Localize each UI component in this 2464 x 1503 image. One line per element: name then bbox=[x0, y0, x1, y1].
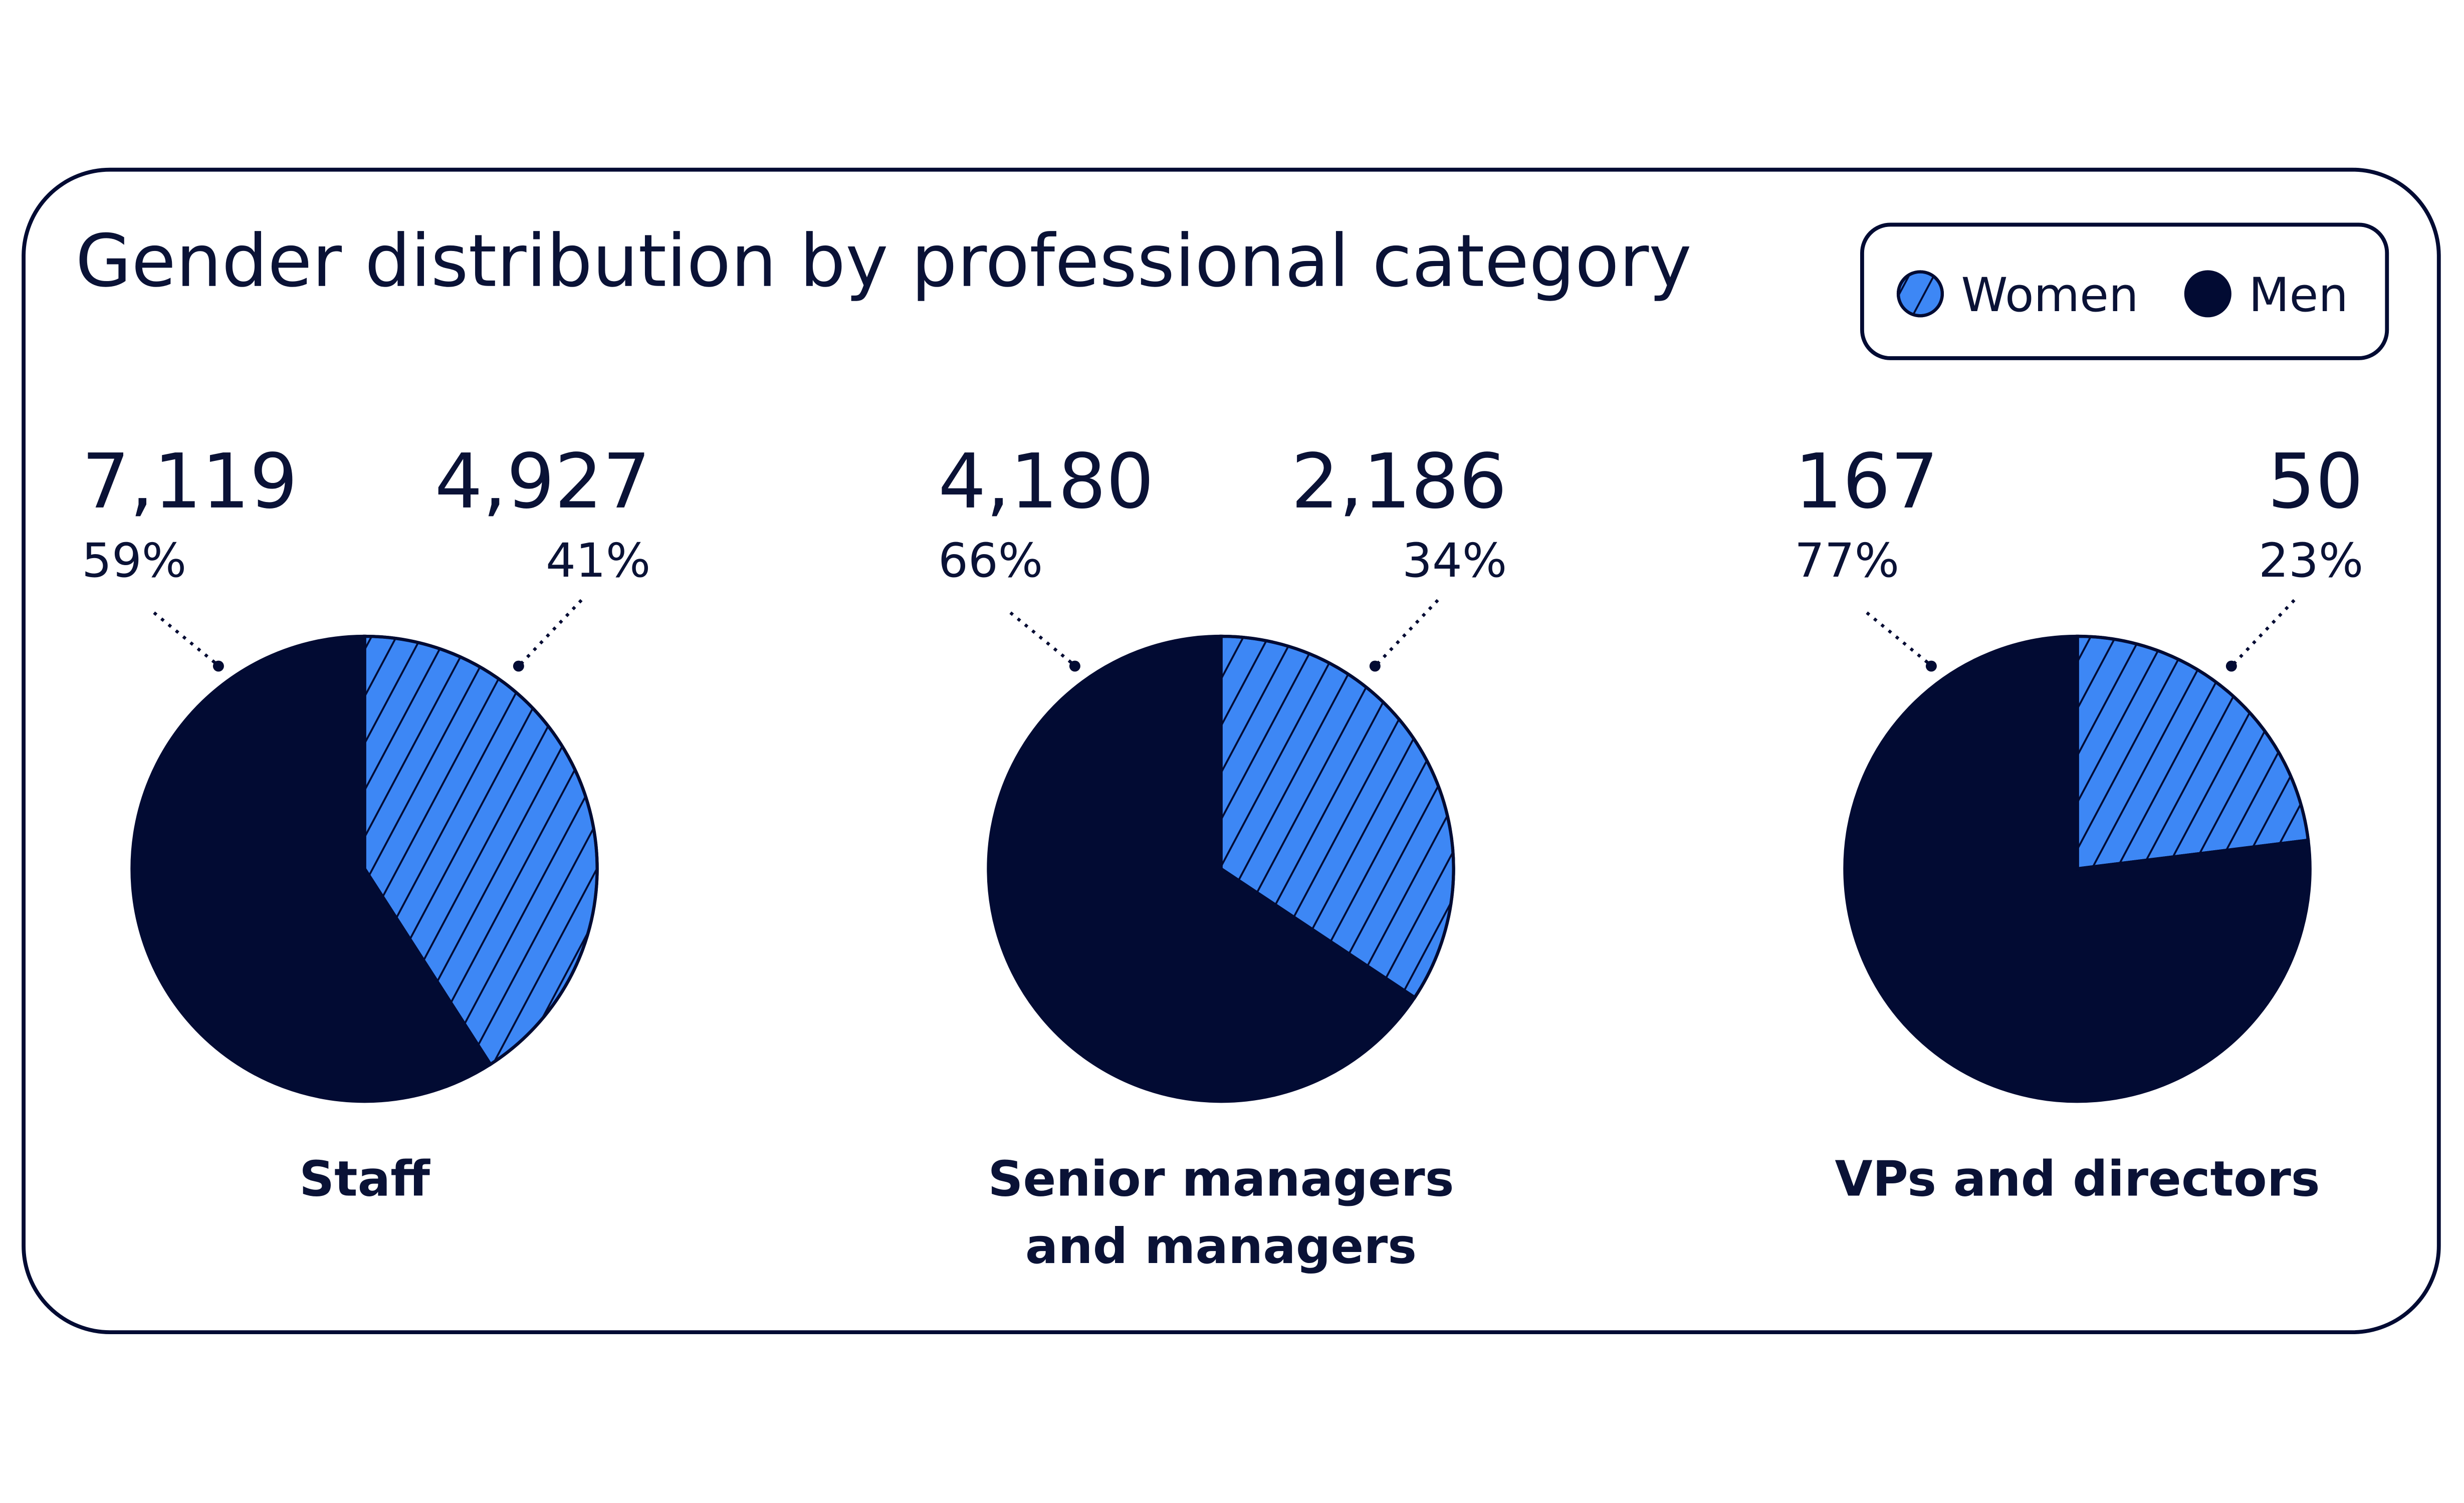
pie-slice bbox=[1843, 634, 2312, 1103]
category-label: Senior managers and managers bbox=[988, 1151, 1454, 1276]
leader-line bbox=[2233, 599, 2296, 664]
legend-swatch bbox=[2184, 270, 2231, 318]
value-label: 7,119 bbox=[82, 438, 298, 526]
card-border bbox=[22, 167, 2441, 1335]
value-label: 4,927 bbox=[434, 438, 650, 526]
pie-slice bbox=[987, 634, 1417, 1103]
leader-line bbox=[1377, 599, 1439, 664]
pie-slice-hatch bbox=[2076, 634, 2310, 871]
leader-dot bbox=[1925, 660, 1937, 672]
category-label: Staff bbox=[299, 1151, 430, 1208]
category-label-box: VPs and directors bbox=[1835, 1151, 2320, 1208]
value-label: 2,186 bbox=[1291, 438, 1507, 526]
category-label: VPs and directors bbox=[1835, 1151, 2320, 1208]
percent-label: 77% bbox=[1795, 534, 1899, 588]
percent-label: 34% bbox=[1402, 534, 1507, 588]
value-label: 167 bbox=[1795, 438, 1938, 526]
leader-dot bbox=[2225, 660, 2237, 672]
legend-box bbox=[1860, 222, 2389, 360]
percent-label: 23% bbox=[2259, 534, 2363, 588]
value-label: 50 bbox=[2268, 438, 2364, 526]
leader-dot bbox=[212, 660, 224, 672]
leader-line bbox=[153, 611, 216, 664]
value-label: 4,180 bbox=[938, 438, 1154, 526]
leader-dot bbox=[1369, 660, 1381, 672]
category-label-box: Senior managers and managers bbox=[988, 1151, 1454, 1276]
legend-label: Men bbox=[2249, 268, 2348, 323]
pie-slice bbox=[130, 634, 493, 1103]
category-label-box: Staff bbox=[299, 1151, 430, 1208]
percent-label: 59% bbox=[82, 534, 186, 588]
legend-label: Women bbox=[1961, 268, 2139, 323]
leader-line bbox=[1866, 611, 1929, 664]
leader-dot bbox=[513, 660, 524, 672]
chart-title: Gender distribution by professional cate… bbox=[76, 219, 1692, 304]
percent-label: 66% bbox=[938, 534, 1043, 588]
leader-line bbox=[1009, 611, 1073, 664]
legend-swatch-hatch bbox=[1896, 270, 1944, 318]
percent-label: 41% bbox=[546, 534, 650, 588]
leader-line bbox=[520, 599, 583, 664]
leader-dot bbox=[1069, 660, 1080, 672]
